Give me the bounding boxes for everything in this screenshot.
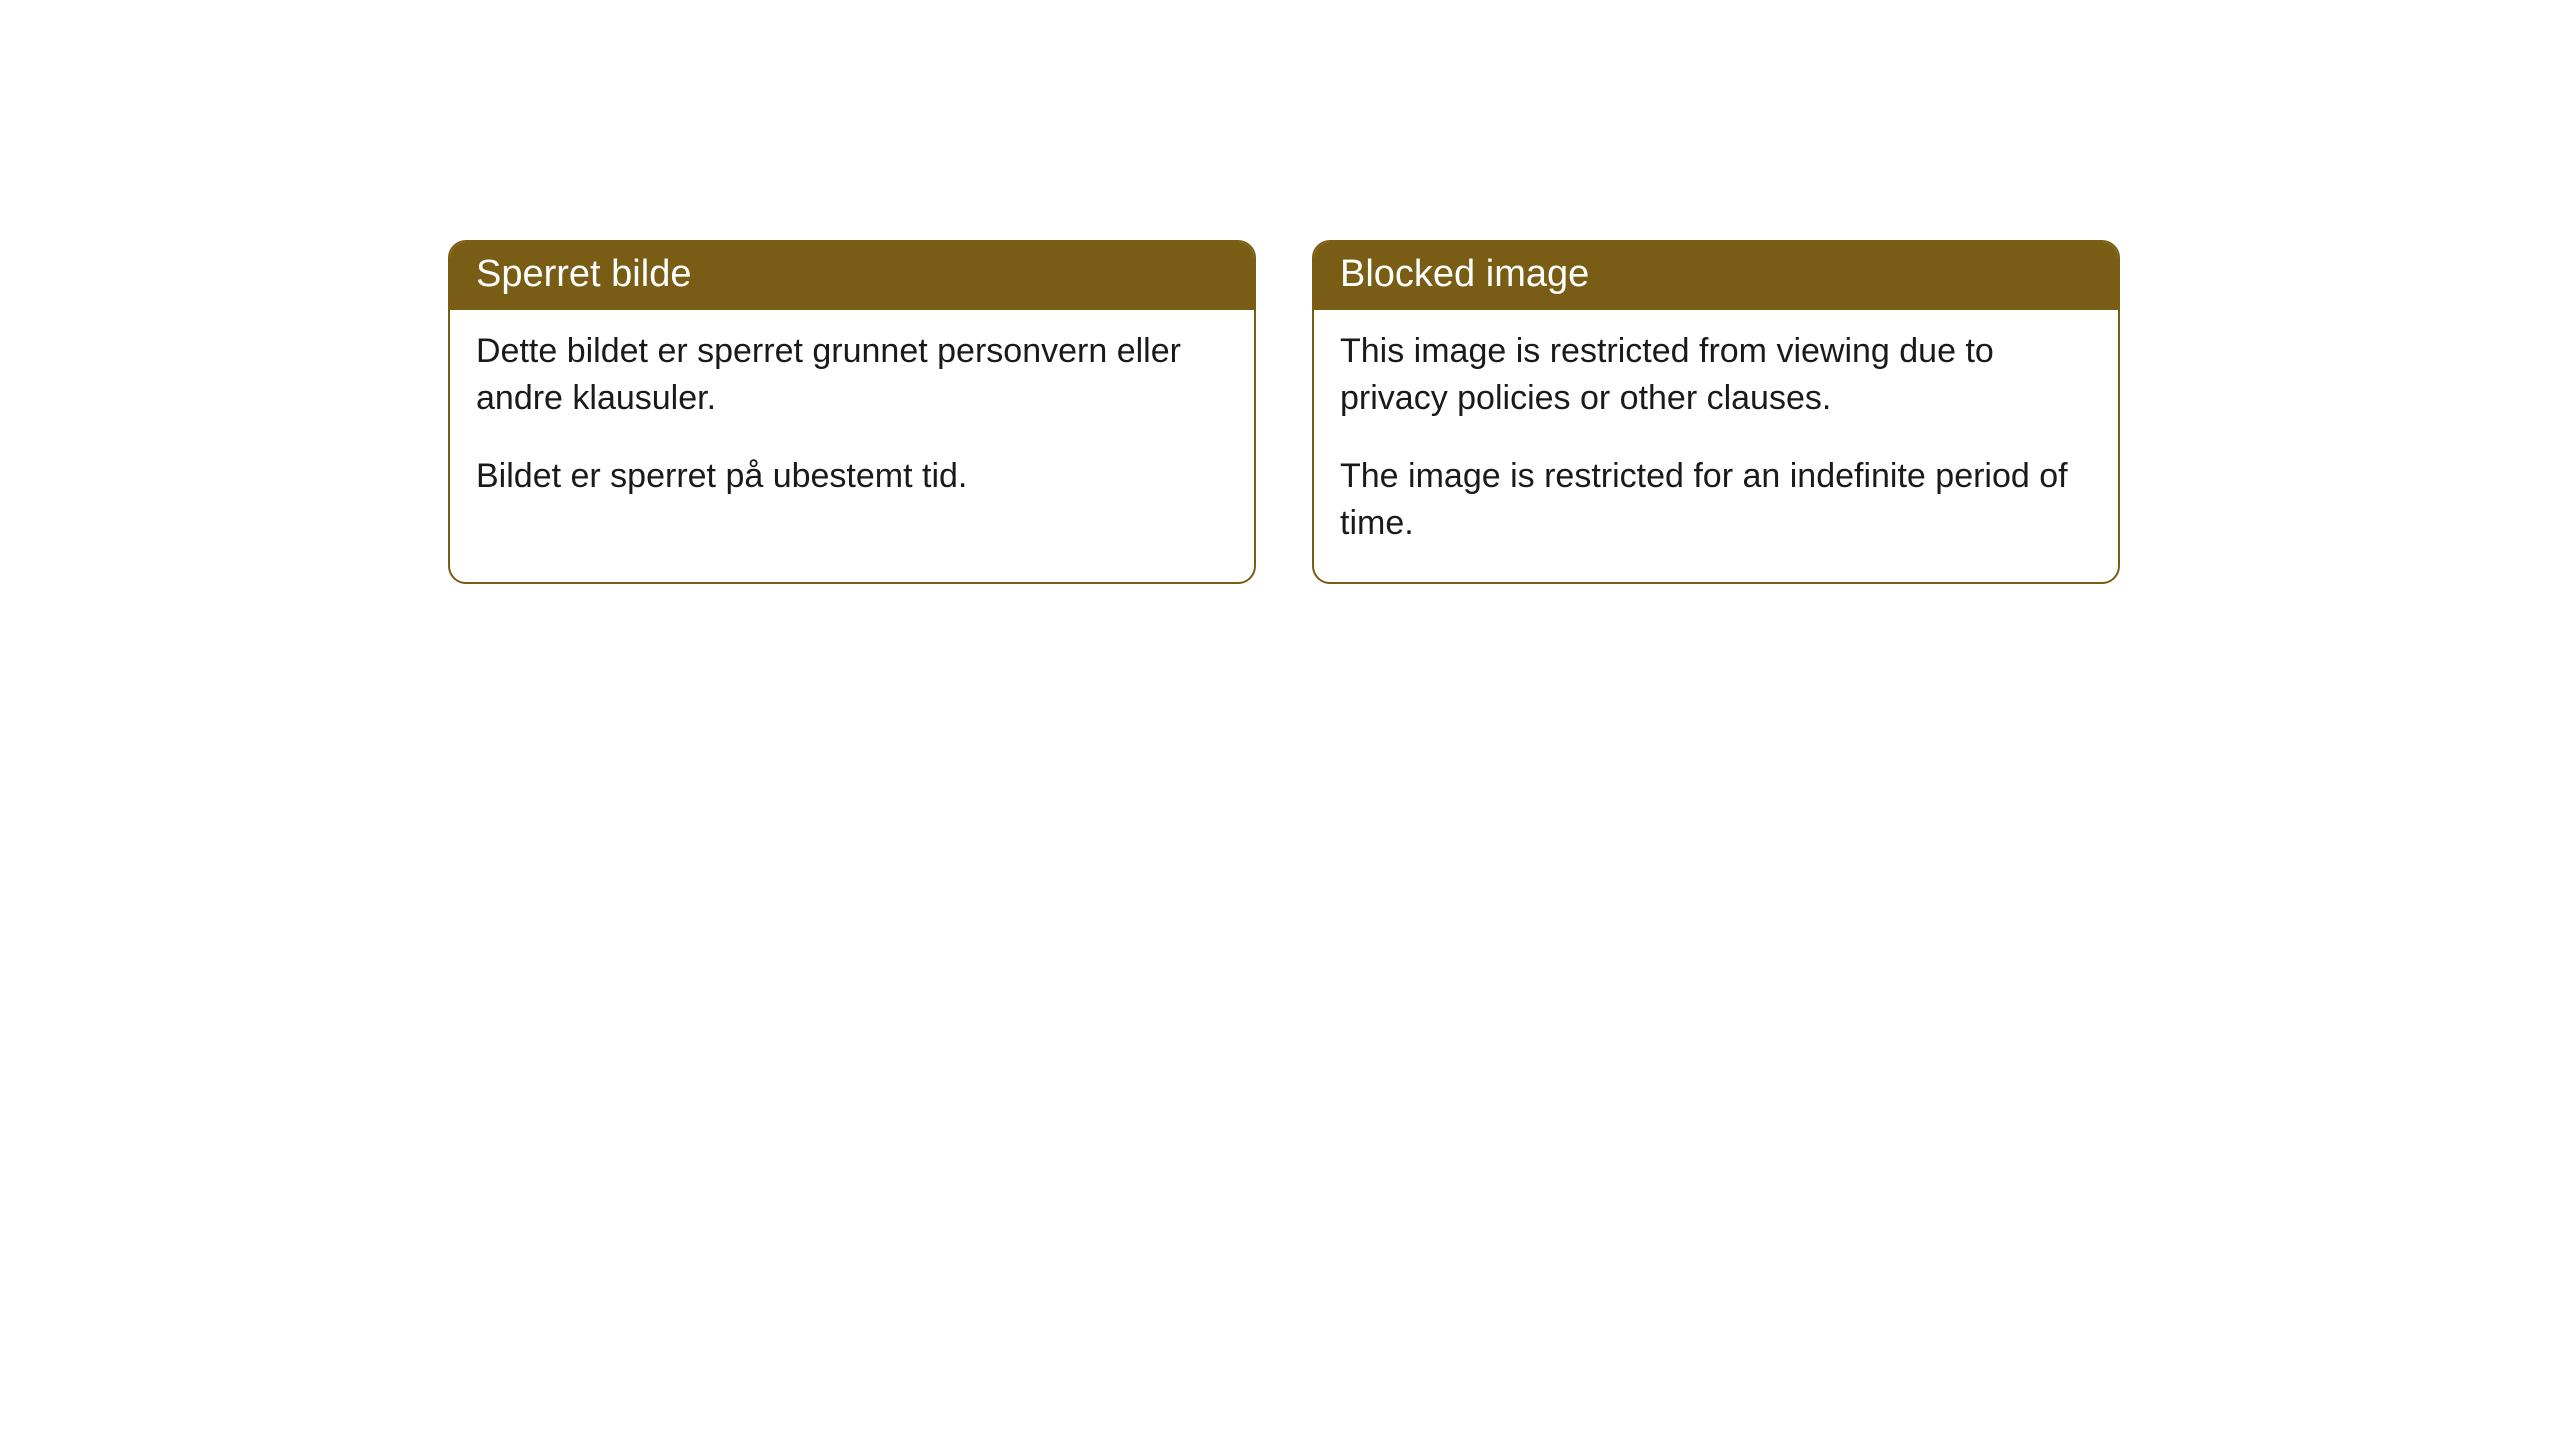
card-text-no-2: Bildet er sperret på ubestemt tid.: [476, 453, 1228, 501]
card-text-no-1: Dette bildet er sperret grunnet personve…: [476, 328, 1228, 423]
notice-cards-container: Sperret bilde Dette bildet er sperret gr…: [448, 240, 2120, 584]
card-text-en-2: The image is restricted for an indefinit…: [1340, 453, 2092, 548]
card-body-en: This image is restricted from viewing du…: [1314, 310, 2118, 582]
blocked-image-card-no: Sperret bilde Dette bildet er sperret gr…: [448, 240, 1256, 584]
card-text-en-1: This image is restricted from viewing du…: [1340, 328, 2092, 423]
card-body-no: Dette bildet er sperret grunnet personve…: [450, 310, 1254, 535]
card-header-no: Sperret bilde: [450, 242, 1254, 310]
card-header-en: Blocked image: [1314, 242, 2118, 310]
blocked-image-card-en: Blocked image This image is restricted f…: [1312, 240, 2120, 584]
